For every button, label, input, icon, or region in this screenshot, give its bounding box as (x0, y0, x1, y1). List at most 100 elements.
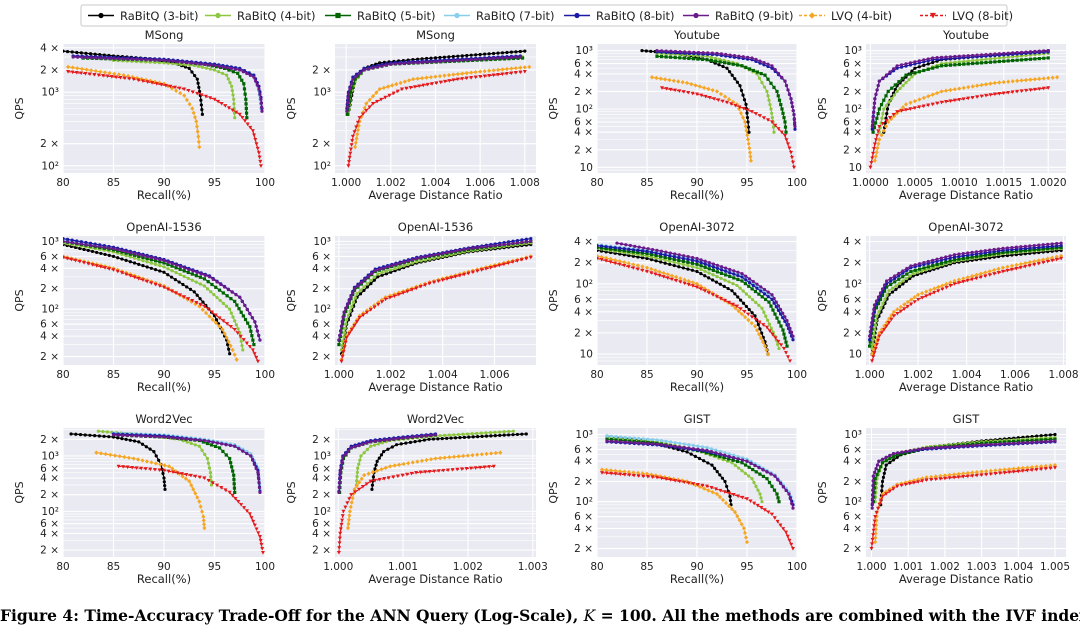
data-point (870, 537, 875, 542)
data-point (157, 435, 162, 439)
data-point (912, 300, 917, 304)
data-point (175, 471, 180, 475)
data-point (970, 250, 974, 255)
data-point (873, 514, 878, 519)
data-point (992, 92, 997, 97)
data-point (1055, 241, 1059, 246)
data-point (770, 64, 774, 68)
data-point (249, 329, 253, 333)
data-point (454, 249, 458, 253)
data-point (748, 154, 753, 159)
data-point (961, 280, 966, 284)
x-tick-label: 95 (208, 561, 221, 573)
data-point (920, 291, 925, 296)
data-point (212, 97, 217, 102)
data-point (436, 252, 440, 256)
data-point (897, 80, 901, 84)
data-point (732, 456, 736, 460)
data-point (182, 87, 187, 92)
data-point (631, 250, 635, 254)
data-point (903, 482, 908, 487)
data-point (875, 145, 880, 151)
data-point (715, 263, 720, 267)
data-point (882, 283, 887, 287)
data-point (649, 49, 653, 53)
data-point (384, 63, 388, 67)
data-point (447, 455, 452, 460)
data-point (868, 165, 873, 170)
data-point (232, 97, 236, 101)
data-point (746, 317, 751, 323)
data-point (116, 436, 120, 440)
data-point (695, 482, 700, 487)
data-point (196, 64, 200, 68)
data-point (979, 441, 984, 445)
legend-marker (335, 12, 341, 19)
data-point (727, 61, 731, 66)
data-point (680, 449, 685, 453)
data-point (111, 254, 116, 259)
data-point (506, 433, 511, 437)
data-point (597, 244, 599, 248)
data-point (636, 250, 640, 255)
data-point (449, 250, 453, 254)
data-point (640, 268, 645, 273)
data-point (1028, 244, 1032, 248)
data-point (719, 52, 723, 56)
data-point (775, 492, 779, 496)
data-point (215, 483, 220, 488)
data-point (687, 50, 691, 54)
data-point (94, 56, 98, 60)
data-point (352, 324, 357, 328)
data-point (63, 239, 65, 243)
data-point (381, 85, 386, 91)
data-point (174, 263, 178, 267)
data-point (724, 269, 728, 273)
data-point (347, 160, 352, 164)
data-point (232, 473, 236, 477)
data-point (496, 67, 501, 73)
data-point (983, 270, 988, 275)
data-point (747, 474, 751, 478)
data-point (224, 443, 228, 447)
data-point (223, 285, 227, 289)
data-point (116, 464, 121, 469)
data-point (1005, 250, 1010, 254)
x-tick-label: 1.000 (324, 369, 354, 381)
data-point (789, 542, 794, 547)
data-point (682, 56, 686, 60)
data-point (420, 60, 424, 64)
data-point (869, 335, 873, 340)
data-point (199, 272, 203, 276)
data-point (340, 319, 344, 324)
data-point (422, 438, 426, 442)
data-point (358, 71, 362, 75)
y-axis-label: QPS (13, 97, 26, 119)
data-point (930, 446, 934, 450)
data-point (737, 466, 741, 470)
data-point (257, 155, 262, 160)
data-point (447, 79, 452, 83)
data-point (733, 77, 737, 81)
data-point (718, 57, 722, 62)
data-point (433, 56, 438, 60)
data-point (744, 292, 748, 296)
data-point (908, 274, 912, 278)
data-point (153, 262, 158, 266)
data-point (619, 242, 624, 246)
data-point (228, 456, 232, 461)
data-point (355, 132, 360, 137)
data-point (436, 279, 441, 284)
data-point (672, 263, 676, 268)
x-tick-label: 80 (590, 561, 603, 573)
data-point (358, 288, 363, 292)
data-point (904, 102, 908, 107)
y-axis-label: QPS (547, 289, 560, 311)
data-point (645, 256, 649, 261)
data-point (618, 469, 622, 474)
data-point (379, 300, 384, 304)
data-point (208, 67, 213, 71)
data-point (755, 282, 759, 286)
data-point (210, 481, 215, 485)
data-point (736, 454, 740, 459)
